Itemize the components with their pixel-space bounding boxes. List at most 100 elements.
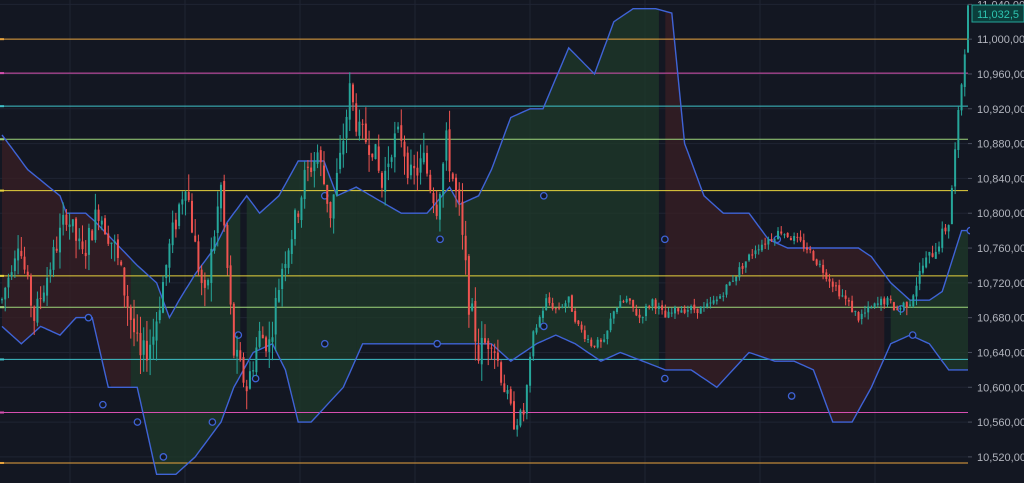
candle-up bbox=[184, 191, 187, 201]
level-edge-tick bbox=[0, 189, 4, 192]
candle-down bbox=[81, 241, 84, 250]
candle-up bbox=[149, 344, 152, 360]
channel-marker bbox=[436, 235, 444, 244]
candle-up bbox=[818, 263, 821, 265]
candle-up bbox=[216, 206, 219, 233]
candle-up bbox=[7, 277, 10, 288]
candle-down bbox=[467, 256, 470, 315]
candle-down bbox=[815, 259, 818, 265]
candle-up bbox=[516, 425, 519, 430]
price-axis[interactable]: 11,040,0011,000,0010,960,0010,920,0010,8… bbox=[968, 0, 1024, 483]
candle-up bbox=[52, 247, 55, 270]
candle-down bbox=[786, 232, 789, 237]
candle-down bbox=[590, 339, 593, 346]
candle-down bbox=[741, 265, 744, 269]
candle-down bbox=[226, 225, 229, 268]
candle-down bbox=[799, 236, 802, 241]
candle-up bbox=[58, 227, 61, 253]
candle-down bbox=[20, 250, 23, 257]
candle-up bbox=[290, 239, 293, 254]
candle-up bbox=[880, 298, 883, 305]
candle-up bbox=[100, 220, 103, 225]
candle-up bbox=[564, 303, 567, 307]
candle-down bbox=[416, 167, 419, 176]
candle-up bbox=[612, 311, 615, 319]
candle-up bbox=[207, 280, 210, 286]
candle-up bbox=[339, 152, 342, 170]
cloud-segment bbox=[356, 182, 485, 359]
candle-down bbox=[377, 146, 380, 171]
candle-down bbox=[770, 238, 773, 241]
candle-up bbox=[738, 267, 741, 278]
candle-up bbox=[1, 299, 3, 301]
candle-down bbox=[329, 202, 332, 219]
last-price-marker: 11,032,5 bbox=[971, 4, 1024, 23]
candle-up bbox=[760, 244, 763, 251]
candle-up bbox=[342, 140, 345, 155]
candle-up bbox=[767, 238, 770, 245]
candle-down bbox=[487, 340, 490, 349]
candle-down bbox=[496, 352, 499, 361]
candle-up bbox=[332, 194, 335, 219]
candle-up bbox=[928, 251, 931, 256]
candle-up bbox=[886, 297, 889, 305]
level-edge-tick bbox=[0, 306, 4, 309]
candle-down bbox=[65, 214, 68, 225]
candle-up bbox=[374, 144, 377, 160]
candle-up bbox=[860, 313, 863, 320]
price-tick-label: 10,880,00 bbox=[977, 139, 1024, 151]
candle-up bbox=[603, 339, 606, 342]
candle-up bbox=[754, 250, 757, 255]
candle-up bbox=[10, 272, 13, 277]
level-edge-tick bbox=[0, 461, 4, 464]
candle-down bbox=[806, 247, 808, 250]
candle-up bbox=[596, 339, 599, 348]
candle-up bbox=[793, 235, 796, 241]
candle-down bbox=[55, 248, 58, 251]
candle-down bbox=[91, 230, 94, 241]
candle-up bbox=[757, 249, 760, 251]
candle-up bbox=[863, 312, 866, 314]
candle-down bbox=[406, 152, 409, 179]
candle-up bbox=[912, 295, 915, 307]
candle-up bbox=[963, 54, 966, 87]
candle-up bbox=[941, 228, 944, 248]
candle-up bbox=[625, 298, 628, 303]
candle-up bbox=[925, 257, 928, 268]
candle-down bbox=[683, 309, 686, 313]
candle-down bbox=[239, 350, 242, 361]
candle-up bbox=[506, 390, 509, 394]
candle-down bbox=[622, 301, 625, 303]
candle-up bbox=[17, 248, 20, 261]
candle-down bbox=[129, 307, 132, 320]
candle-up bbox=[210, 248, 213, 284]
candle-up bbox=[387, 163, 390, 168]
candle-down bbox=[429, 174, 432, 190]
candle-up bbox=[284, 264, 287, 269]
candle-down bbox=[570, 295, 573, 312]
candle-down bbox=[648, 306, 651, 308]
channel-marker bbox=[908, 331, 917, 339]
cloud-segment bbox=[665, 11, 885, 423]
candle-down bbox=[844, 295, 847, 299]
candle-up bbox=[442, 163, 445, 196]
candle-up bbox=[316, 152, 319, 164]
candle-up bbox=[960, 84, 963, 111]
candle-up bbox=[345, 116, 348, 138]
candle-up bbox=[348, 83, 351, 120]
candle-down bbox=[455, 177, 458, 192]
candle-down bbox=[632, 299, 635, 309]
candle-down bbox=[371, 153, 374, 158]
candle-down bbox=[84, 252, 87, 257]
candle-down bbox=[194, 235, 197, 242]
candle-up bbox=[529, 356, 532, 386]
candle-up bbox=[715, 299, 718, 302]
candle-down bbox=[677, 308, 680, 312]
candle-down bbox=[490, 347, 493, 349]
candle-down bbox=[764, 243, 767, 245]
candle-up bbox=[274, 297, 277, 335]
candle-down bbox=[351, 84, 354, 103]
candle-down bbox=[477, 345, 480, 361]
level-edge-tick bbox=[0, 38, 4, 41]
